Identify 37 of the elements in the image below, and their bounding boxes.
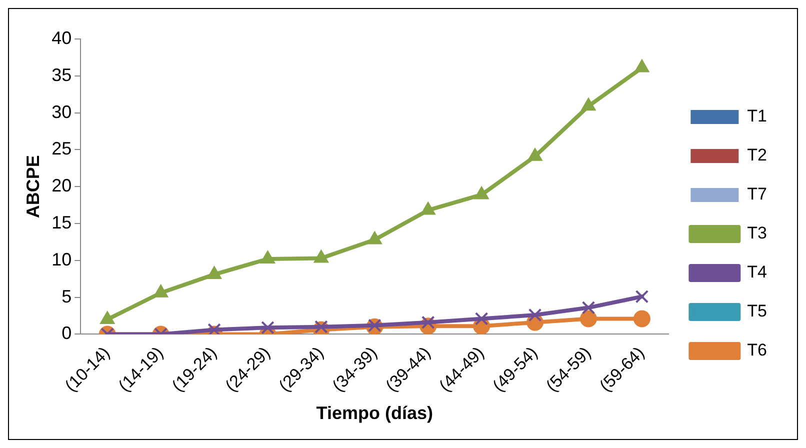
point	[367, 231, 382, 244]
point	[261, 320, 274, 334]
point	[581, 98, 596, 111]
y-tick-label: 40	[52, 28, 72, 48]
legend-label: T3	[747, 224, 768, 243]
legend-label: T6	[747, 340, 768, 360]
y-tick-label: 5	[62, 286, 72, 306]
point	[206, 266, 222, 279]
y-tick-label: 0	[62, 323, 72, 344]
point	[580, 310, 597, 328]
legend-label: T4	[747, 262, 768, 282]
point	[420, 202, 436, 215]
point	[421, 316, 435, 330]
point	[528, 148, 542, 161]
point	[635, 290, 649, 304]
point	[474, 186, 489, 200]
y-tick-label: 15	[52, 212, 72, 232]
y-tick-label: 35	[52, 64, 72, 85]
point	[208, 323, 221, 334]
point	[260, 250, 276, 264]
y-tick-label: 30	[52, 102, 72, 122]
point	[474, 312, 488, 326]
y-tick-label: 20	[52, 176, 72, 196]
legend-label: T2	[747, 146, 768, 165]
point	[153, 284, 168, 298]
legend-label: T5	[747, 302, 768, 321]
y-tick-label: 10	[52, 249, 72, 270]
y-axis-title: ABCPE	[22, 155, 43, 218]
point	[582, 301, 596, 314]
legend-label: T1	[747, 106, 768, 126]
point	[314, 250, 329, 263]
legend-label: T7	[747, 184, 768, 204]
point	[528, 308, 542, 322]
point	[633, 310, 650, 328]
point	[634, 59, 650, 72]
y-tick-label: 25	[52, 138, 72, 159]
x-axis-title: Tiempo (días)	[316, 403, 433, 424]
